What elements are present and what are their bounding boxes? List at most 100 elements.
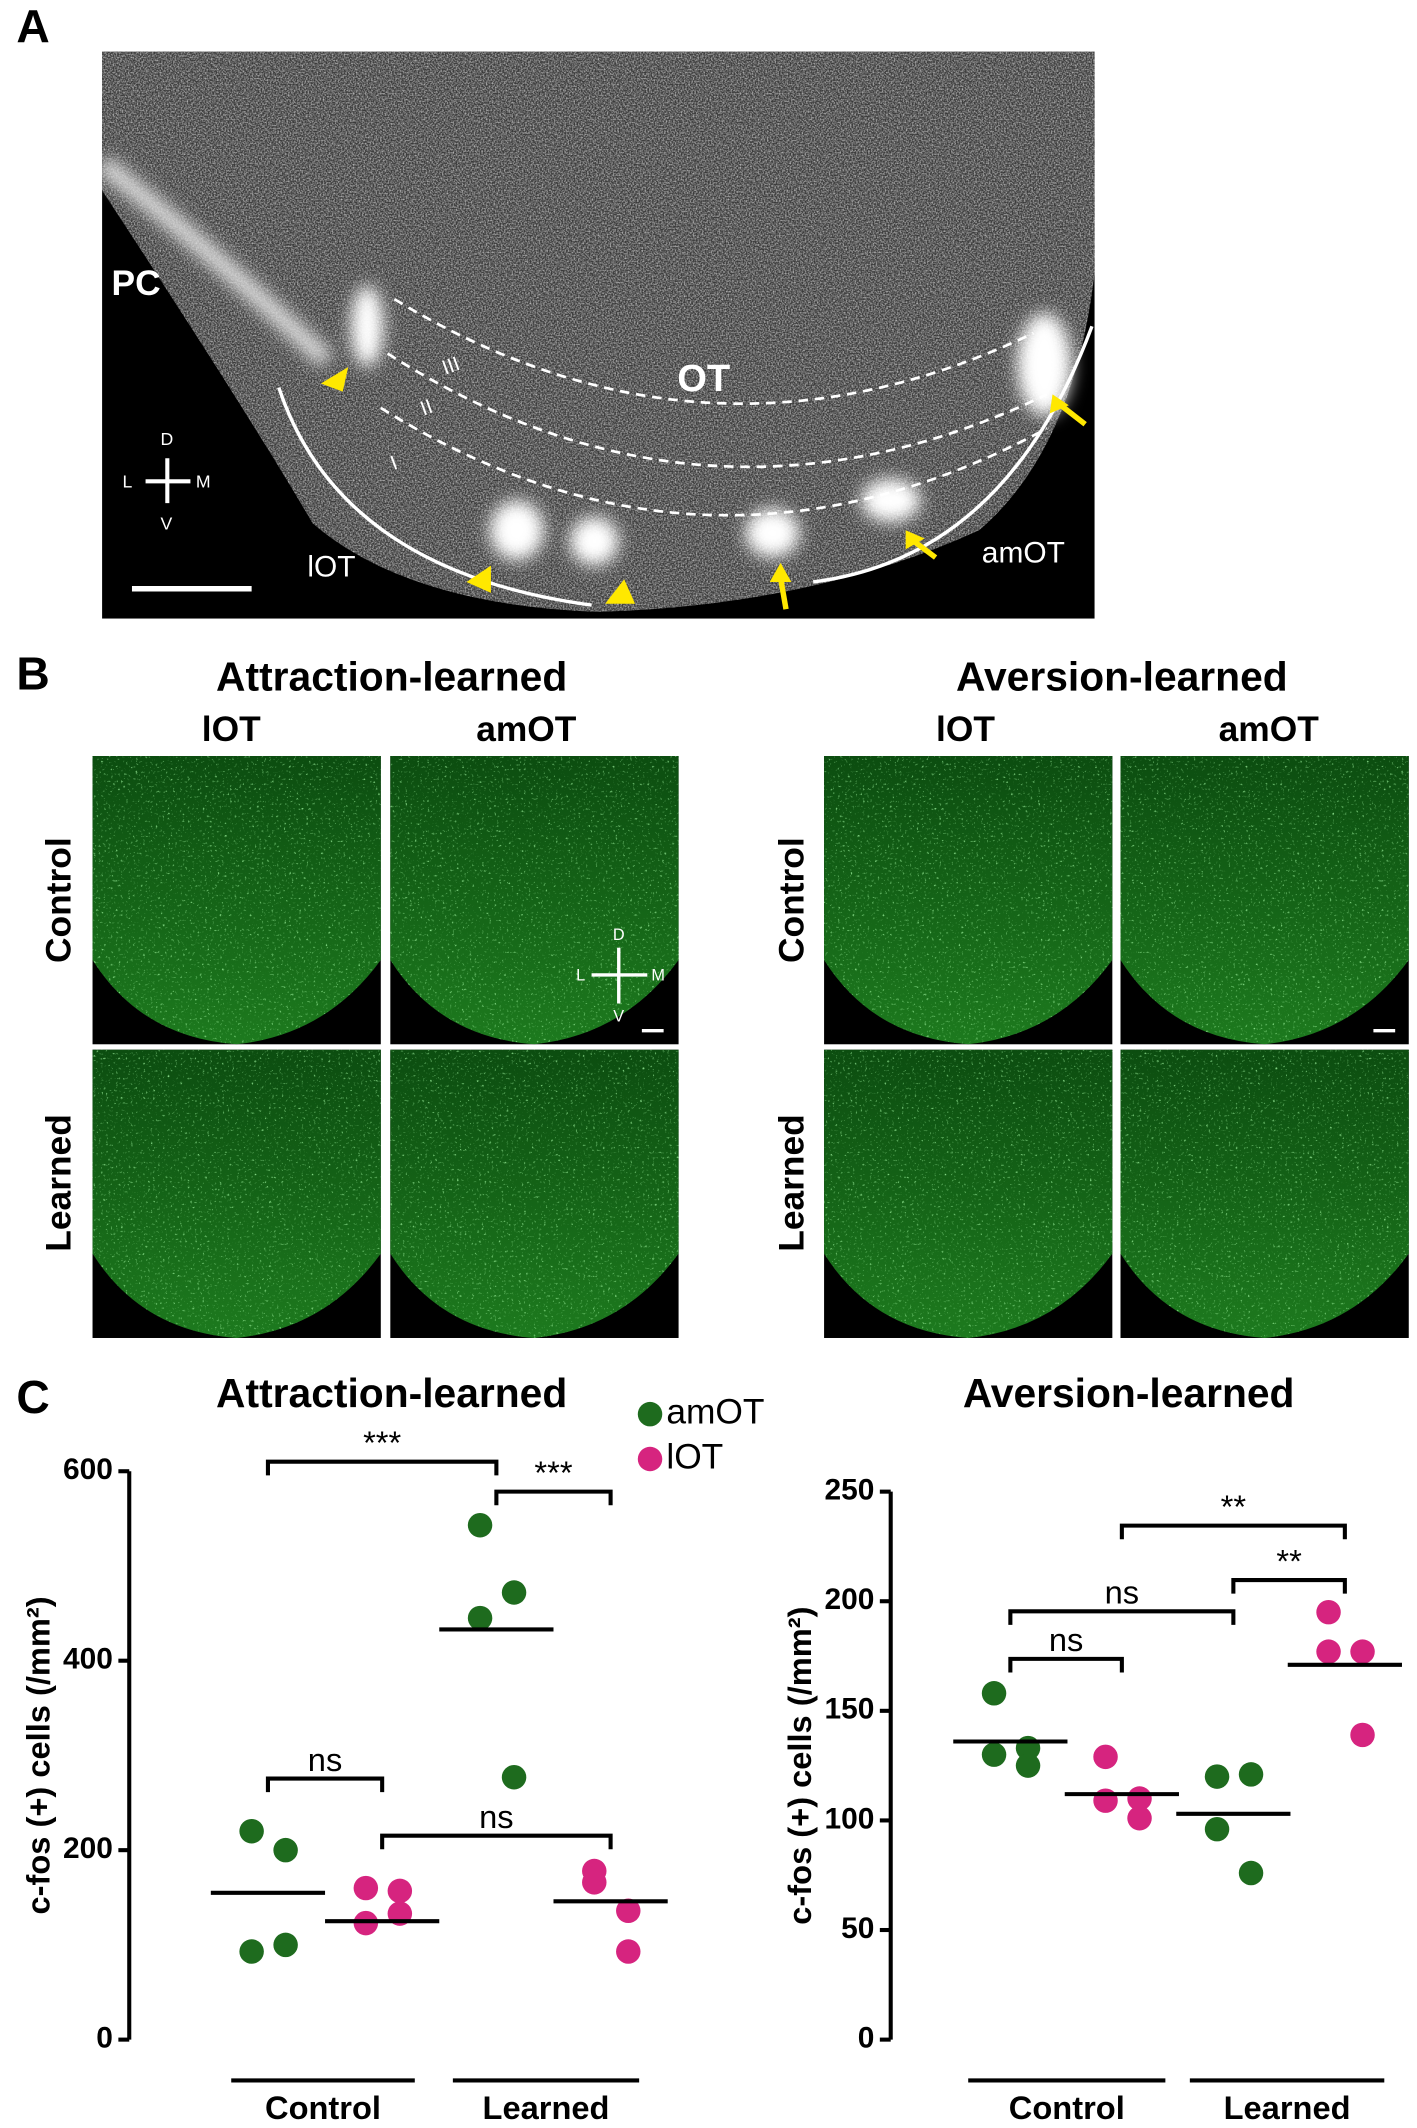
compass — [591, 947, 1396, 1033]
y-tick-label: 250 — [824, 1474, 874, 1507]
chart-title: Aversion-learned — [963, 1370, 1295, 1416]
data-point — [467, 1513, 493, 1538]
compass-label: D — [161, 429, 174, 449]
data-point — [981, 1681, 1007, 1706]
data-point — [616, 1939, 641, 1964]
compass-label: M — [651, 967, 665, 985]
row-label: Learned — [773, 1114, 812, 1252]
y-tick-label: 600 — [63, 1453, 113, 1486]
data-point — [501, 1580, 527, 1605]
cells — [1120, 1049, 1409, 1338]
cells — [824, 756, 1113, 1045]
compass-label: M — [196, 471, 211, 491]
x-group-label: Control — [265, 2089, 381, 2126]
data-point — [387, 1878, 413, 1904]
compass-label: L — [122, 471, 132, 491]
cells — [390, 756, 679, 1045]
microscopy-image — [102, 51, 1095, 619]
data-point — [1093, 1744, 1118, 1770]
significance-label: ns — [479, 1798, 513, 1835]
data-point — [1127, 1805, 1152, 1831]
region-label: OT — [677, 358, 730, 400]
significance-bracket — [1119, 1523, 1347, 1540]
legend-swatch — [637, 1401, 663, 1427]
data-point — [273, 1837, 298, 1863]
panel-label: A — [16, 0, 49, 52]
data-point — [1204, 1764, 1230, 1789]
significance-bracket — [1008, 1656, 1124, 1673]
data-point — [467, 1605, 493, 1631]
image-grid — [92, 756, 1409, 1338]
compass-label: D — [613, 926, 625, 944]
legend-label: amOT — [666, 1392, 764, 1431]
chart-title: Attraction-learned — [216, 1370, 567, 1416]
legend-label: lOT — [666, 1437, 723, 1476]
column-label: amOT — [1219, 710, 1320, 749]
x-group-label: Learned — [483, 2089, 610, 2126]
y-axis-label: c-fos (+) cells (/mm²) — [781, 1607, 818, 1925]
y-tick-label: 100 — [824, 1802, 874, 1835]
data-point — [1350, 1639, 1375, 1664]
column-label: lOT — [936, 710, 995, 749]
group-title: Aversion-learned — [956, 654, 1288, 700]
y-axis-label: c-fos (+) cells (/mm²) — [19, 1596, 56, 1914]
compass-label: L — [576, 967, 585, 985]
y-tick-label: 200 — [824, 1583, 874, 1616]
y-tick-label: 200 — [63, 1832, 113, 1865]
column-label: amOT — [476, 710, 577, 749]
compass — [145, 458, 191, 504]
data-point — [1316, 1599, 1341, 1625]
group-title: Attraction-learned — [216, 654, 567, 700]
data-point — [582, 1858, 607, 1884]
y-tick-label: 50 — [841, 1912, 874, 1945]
significance-bracket — [1008, 1609, 1236, 1625]
cells — [92, 756, 381, 1045]
data-point — [273, 1932, 298, 1958]
legend-swatch — [637, 1446, 663, 1472]
data-point — [1204, 1816, 1230, 1842]
region-label: amOT — [982, 537, 1065, 570]
significance-bracket — [265, 1776, 385, 1793]
data-point — [1238, 1860, 1264, 1886]
row-label: Control — [40, 837, 79, 963]
significance-label: ns — [1049, 1621, 1083, 1658]
significance-label: ** — [1276, 1542, 1302, 1579]
charts: Attraction-learned c-fos (+) cells (/mm²)… — [19, 1370, 1402, 2126]
significance-label: ns — [308, 1741, 342, 1778]
compass-label: V — [613, 1007, 624, 1025]
significance-bracket — [265, 1459, 499, 1476]
data-point — [239, 1818, 264, 1844]
row-label: Learned — [40, 1114, 79, 1252]
data-point — [1316, 1639, 1341, 1664]
panel-label: B — [16, 647, 49, 699]
significance-label: ** — [1221, 1488, 1247, 1525]
data-point — [239, 1939, 264, 1964]
data-point — [353, 1875, 379, 1901]
row-label: Control — [773, 837, 812, 963]
data-point — [1015, 1753, 1041, 1778]
data-point — [1238, 1762, 1264, 1787]
x-group-label: Learned — [1224, 2089, 1351, 2126]
data-point — [501, 1764, 527, 1790]
y-tick-label: 0 — [96, 2022, 113, 2055]
y-tick-label: 150 — [824, 1693, 874, 1726]
cells — [824, 1049, 1113, 1338]
significance-label: *** — [363, 1424, 401, 1461]
layer-label: III — [439, 353, 462, 379]
significance-label: ns — [1105, 1574, 1139, 1611]
cells — [1120, 756, 1409, 1045]
significance-bracket — [494, 1489, 613, 1506]
significance-bracket — [380, 1833, 613, 1850]
significance-label: *** — [534, 1454, 572, 1491]
cells — [390, 1049, 679, 1338]
compass-label: V — [161, 514, 173, 534]
region-label: PC — [112, 264, 161, 303]
panel-label: C — [16, 1371, 49, 1423]
y-tick-label: 0 — [858, 2022, 875, 2055]
data-point — [616, 1898, 641, 1924]
x-group-label: Control — [1009, 2089, 1125, 2126]
region-label: lOT — [307, 550, 355, 583]
cells — [92, 1049, 381, 1338]
